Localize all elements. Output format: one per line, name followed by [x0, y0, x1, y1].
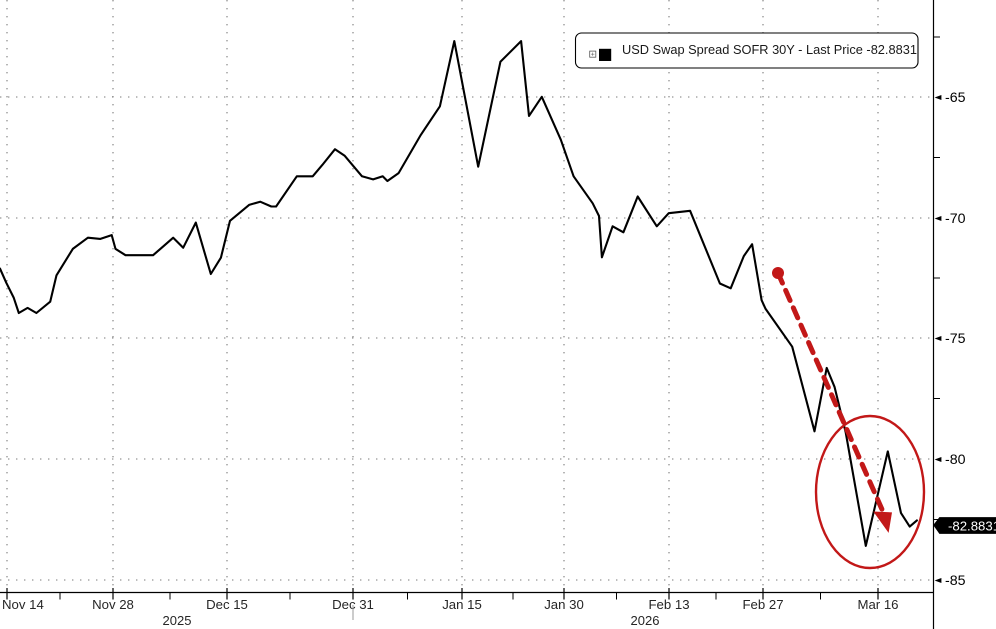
svg-text:Feb 13: Feb 13: [648, 597, 689, 612]
svg-text:-65: -65: [945, 90, 966, 106]
svg-text:2026: 2026: [631, 613, 660, 628]
svg-text:2025: 2025: [163, 613, 192, 628]
svg-text:Jan 30: Jan 30: [544, 597, 584, 612]
svg-text:Mar 16: Mar 16: [857, 597, 898, 612]
svg-text:Dec 15: Dec 15: [206, 597, 248, 612]
svg-text:-70: -70: [945, 211, 966, 227]
svg-text:-75: -75: [945, 331, 966, 347]
svg-text:Nov 28: Nov 28: [92, 597, 134, 612]
svg-text:USD Swap Spread SOFR 30Y - Las: USD Swap Spread SOFR 30Y - Last Price -8…: [622, 42, 917, 57]
svg-text:-85: -85: [945, 573, 966, 589]
svg-text:-80: -80: [945, 452, 966, 468]
svg-text:Feb 27: Feb 27: [742, 597, 783, 612]
svg-text:Jan 15: Jan 15: [442, 597, 482, 612]
svg-text:Nov 14: Nov 14: [2, 597, 44, 612]
svg-text:-82.8831: -82.8831: [948, 519, 996, 534]
